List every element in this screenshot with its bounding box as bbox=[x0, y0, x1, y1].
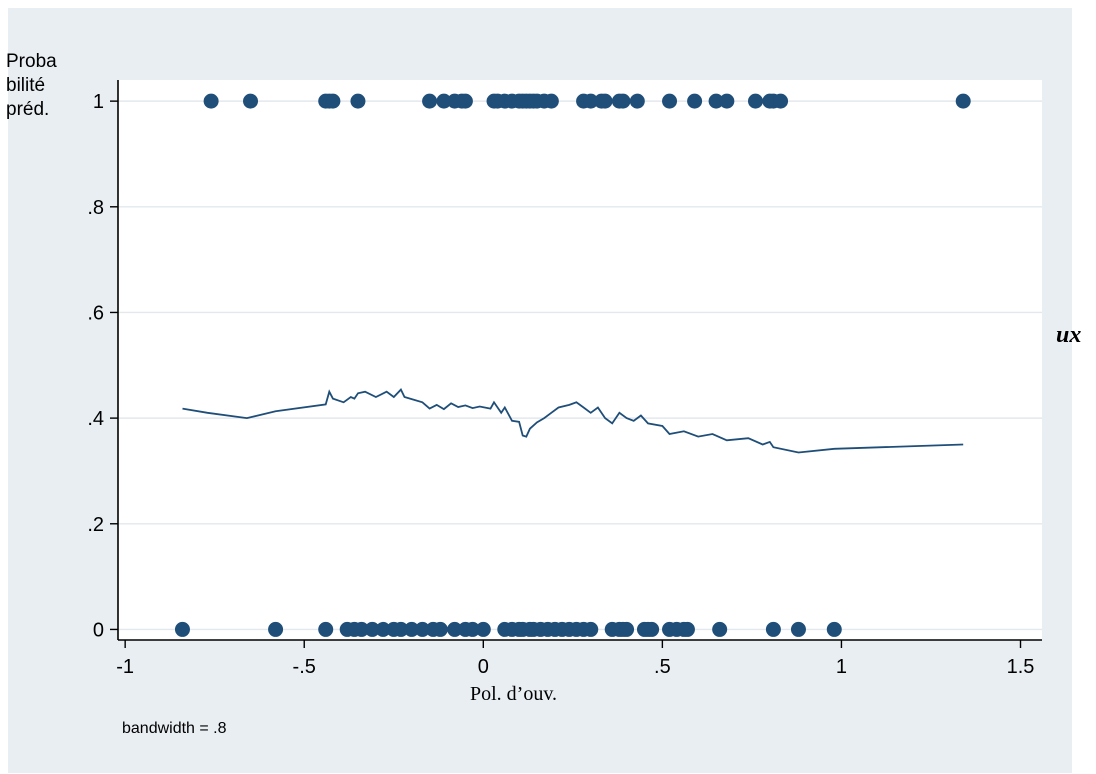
data-point bbox=[422, 93, 438, 109]
data-point bbox=[174, 621, 190, 637]
data-point bbox=[644, 621, 660, 637]
y-tick-label: .2 bbox=[87, 514, 104, 536]
data-point bbox=[393, 621, 409, 637]
data-point bbox=[629, 93, 645, 109]
data-point bbox=[447, 621, 463, 637]
data-point bbox=[404, 621, 420, 637]
data-point bbox=[597, 93, 613, 109]
data-point bbox=[375, 621, 391, 637]
data-point bbox=[712, 621, 728, 637]
data-point bbox=[955, 93, 971, 109]
cropped-edge-text: ux bbox=[1056, 322, 1082, 348]
data-point bbox=[790, 621, 806, 637]
data-point bbox=[354, 621, 370, 637]
data-point bbox=[268, 621, 284, 637]
y-tick-label: .4 bbox=[87, 408, 104, 430]
data-point bbox=[619, 621, 635, 637]
tick-marks: 0 .2 .4 .6 .8 1 -1 -.5 0 .5 1 1.5 bbox=[87, 91, 1034, 678]
y-tick-label: 0 bbox=[93, 619, 104, 641]
data-point bbox=[719, 93, 735, 109]
data-point bbox=[543, 93, 559, 109]
data-point bbox=[364, 621, 380, 637]
data-point bbox=[325, 93, 341, 109]
data-point bbox=[615, 93, 631, 109]
lowess-line bbox=[182, 388, 964, 454]
data-points bbox=[174, 93, 971, 637]
data-point bbox=[414, 621, 430, 637]
data-point bbox=[350, 93, 366, 109]
data-point bbox=[708, 93, 724, 109]
x-tick-label: -1 bbox=[116, 656, 134, 678]
data-point bbox=[583, 621, 599, 637]
data-point bbox=[765, 621, 781, 637]
data-point bbox=[436, 93, 452, 109]
plot-area bbox=[118, 80, 1042, 640]
y-axis-title: Proba bilité préd. bbox=[6, 51, 57, 120]
data-point bbox=[457, 93, 473, 109]
data-point bbox=[773, 93, 789, 109]
x-tick-label: 1.5 bbox=[1007, 656, 1035, 678]
data-point bbox=[432, 621, 448, 637]
x-axis-title: Pol. d’ouv. bbox=[470, 683, 558, 705]
x-tick-label: 1 bbox=[836, 656, 847, 678]
y-tick-label: .8 bbox=[87, 197, 104, 219]
data-point bbox=[243, 93, 259, 109]
data-point bbox=[826, 621, 842, 637]
x-tick-label: .5 bbox=[654, 656, 671, 678]
y-tick-label: 1 bbox=[93, 91, 104, 113]
x-tick-label: -.5 bbox=[293, 656, 316, 678]
data-point bbox=[679, 621, 695, 637]
axes bbox=[117, 80, 1042, 641]
data-point bbox=[662, 93, 678, 109]
data-point bbox=[687, 93, 703, 109]
data-point bbox=[583, 93, 599, 109]
data-point bbox=[203, 93, 219, 109]
bandwidth-note: bandwidth = .8 bbox=[122, 720, 227, 737]
x-tick-label: 0 bbox=[478, 656, 489, 678]
data-point bbox=[465, 621, 481, 637]
y-tick-label: .6 bbox=[87, 302, 104, 324]
data-point bbox=[475, 621, 491, 637]
data-point bbox=[747, 93, 763, 109]
data-point bbox=[318, 621, 334, 637]
